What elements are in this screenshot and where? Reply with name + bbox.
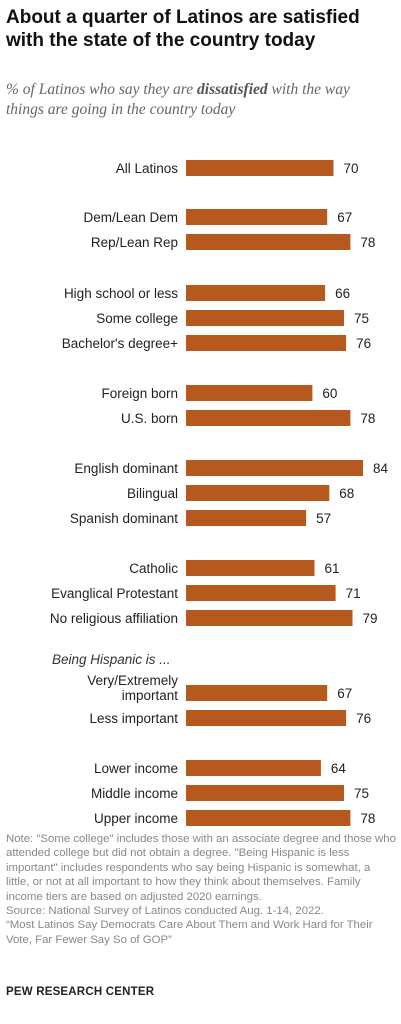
value-label: 66 (335, 286, 350, 301)
chart-notes: Note: "Some college" includes those with… (6, 832, 396, 947)
value-label: 64 (331, 761, 347, 776)
bar-chart: Being Hispanic is ... All Latinos 70 Dem/Le… (50, 160, 389, 826)
value-label: 70 (344, 161, 359, 176)
category-label: English dominant (74, 461, 178, 476)
bar (186, 710, 347, 726)
value-label: 75 (354, 311, 369, 326)
bar (186, 335, 347, 351)
category-label: Very/Extremely important (87, 673, 178, 703)
category-label: Dem/Lean Dem (83, 210, 178, 225)
bar (186, 760, 321, 776)
value-label: 78 (360, 811, 375, 826)
category-label: Evanglical Protestant (51, 586, 178, 601)
category-label: Lower income (94, 761, 178, 776)
value-label: 68 (339, 486, 354, 501)
category-label: Some college (96, 311, 178, 326)
bar (186, 560, 315, 576)
category-label: Spanish dominant (70, 511, 178, 526)
bar (186, 810, 351, 826)
source-text: Source: National Survey of Latinos condu… (6, 905, 324, 918)
bar (186, 485, 330, 501)
category-label: Upper income (94, 811, 178, 826)
subtitle-text-start: % of Latinos who say they are (6, 81, 198, 98)
value-label: 71 (346, 586, 361, 601)
bar (186, 460, 363, 476)
category-label: Bachelor's degree+ (62, 336, 178, 351)
bar (186, 234, 351, 250)
bar (186, 285, 326, 301)
value-label: 76 (356, 336, 371, 351)
category-label: Bilingual (127, 486, 178, 501)
value-label: 79 (363, 611, 378, 626)
category-label: No religious affiliation (50, 611, 178, 626)
brand-logo-text: PEW RESEARCH CENTER (6, 986, 155, 998)
report-title: “Most Latinos Say Democrats Care About T… (6, 919, 373, 946)
value-label: 61 (325, 561, 340, 576)
section-label: Being Hispanic is ... (52, 652, 171, 667)
chart-title: About a quarter of Latinos are satisfied… (6, 7, 360, 51)
subtitle-emphasis: dissatisfied (197, 81, 268, 98)
value-label: 76 (356, 711, 371, 726)
bar (186, 785, 344, 801)
category-label: Less important (89, 711, 178, 726)
subtitle-text-end: with the way things are going in the cou… (6, 81, 350, 118)
chart-subtitle: % of Latinos who say they are dissatisfi… (6, 80, 391, 120)
category-label: Catholic (129, 561, 178, 576)
bar (186, 385, 313, 401)
note-text: Note: "Some college" includes those with… (6, 833, 396, 903)
value-label: 67 (337, 210, 352, 225)
value-label: 57 (316, 511, 331, 526)
value-label: 67 (337, 686, 352, 701)
bar (186, 585, 336, 601)
bar (186, 610, 353, 626)
bar (186, 209, 328, 225)
category-label: Middle income (91, 786, 178, 801)
category-label: Foreign born (101, 386, 178, 401)
category-label: All Latinos (116, 161, 179, 176)
value-label: 78 (360, 411, 375, 426)
category-label: High school or less (64, 286, 178, 301)
value-label: 60 (322, 386, 337, 401)
value-label: 75 (354, 786, 369, 801)
bar (186, 410, 351, 426)
bar (186, 310, 344, 326)
bar (186, 160, 334, 176)
category-label: Rep/Lean Rep (91, 235, 178, 250)
bar (186, 510, 307, 526)
value-label: 84 (373, 461, 389, 476)
category-label: U.S. born (121, 411, 178, 426)
value-label: 78 (360, 235, 375, 250)
bar (186, 685, 328, 701)
